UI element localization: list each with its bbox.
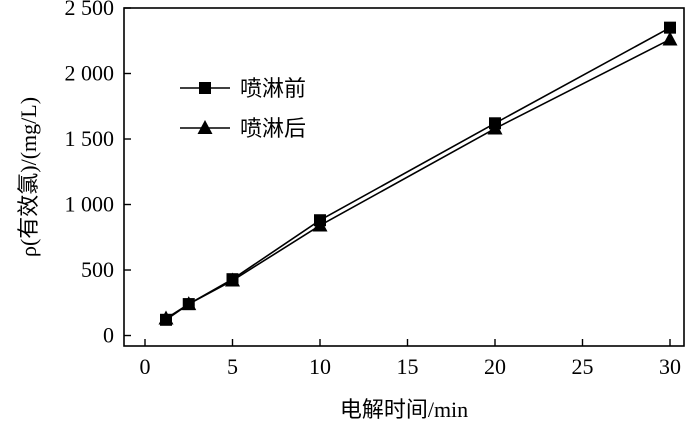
x-tick-label: 10 bbox=[309, 354, 331, 379]
plot-area bbox=[123, 7, 685, 347]
legend-square-marker bbox=[199, 82, 211, 94]
data-point bbox=[181, 296, 197, 311]
series-layer bbox=[158, 21, 678, 326]
data-point bbox=[487, 120, 503, 135]
x-tick-label: 0 bbox=[140, 354, 151, 379]
x-axis-title: 电解时间/min bbox=[340, 397, 468, 422]
y-tick-label: 1 000 bbox=[65, 192, 115, 217]
data-point bbox=[225, 272, 240, 287]
data-point bbox=[664, 21, 676, 34]
y-axis-title: ρ(有效氯)/(mg/L) bbox=[16, 97, 41, 257]
y-tick-label: 1 500 bbox=[65, 126, 115, 151]
x-axis: 0 5 10 15 20 25 30 bbox=[140, 339, 681, 379]
data-point bbox=[662, 31, 678, 46]
x-tick-label: 20 bbox=[484, 354, 506, 379]
y-tick-label: 2 000 bbox=[65, 61, 115, 86]
x-tick-label: 5 bbox=[227, 354, 238, 379]
y-tick-label: 2 500 bbox=[65, 0, 115, 20]
y-tick-label: 500 bbox=[81, 257, 114, 282]
x-tick-label: 25 bbox=[572, 354, 594, 379]
data-point bbox=[312, 217, 328, 232]
x-tick-label: 30 bbox=[659, 354, 681, 379]
y-tick-label: 0 bbox=[103, 323, 114, 348]
series-2 bbox=[158, 31, 678, 325]
series-1 bbox=[160, 21, 676, 326]
y-axis: 0 500 1 000 1 500 2 000 2 500 bbox=[65, 0, 131, 348]
legend-triangle-marker bbox=[197, 120, 213, 134]
x-tick-label: 15 bbox=[397, 354, 419, 379]
plot-border bbox=[123, 7, 685, 347]
data-point bbox=[158, 310, 174, 325]
legend-label: 喷淋前 bbox=[240, 76, 306, 101]
series-line bbox=[165, 26, 671, 321]
legend-label: 喷淋后 bbox=[240, 116, 306, 141]
